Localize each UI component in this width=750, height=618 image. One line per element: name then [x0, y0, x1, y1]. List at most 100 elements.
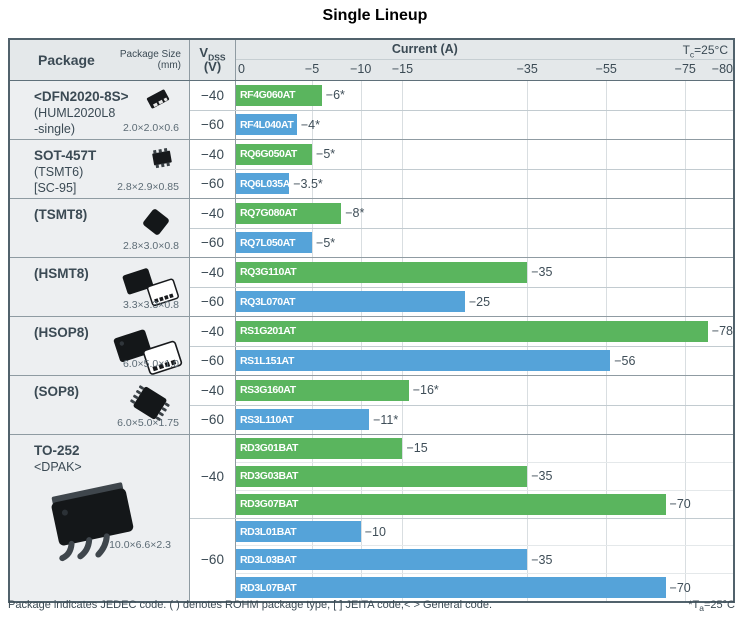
part-number-label: RD3L03BAT — [240, 553, 297, 566]
current-bar: RQ7G080AT — [236, 202, 342, 224]
package-row: (HSMT8) 3.3×3.3×0.8 −40 RQ3G110AT −35 −60 RQ3L… — [10, 257, 733, 316]
current-bar: RD3L03BAT — [236, 549, 528, 571]
vdss-group: −40 RF4G060AT −6* — [190, 81, 733, 110]
vdss-value: −60 — [190, 287, 236, 316]
axis-gridline — [527, 110, 529, 139]
package-size: 6.0×5.0×1.0 — [122, 358, 179, 370]
package-size: 3.3×3.3×0.8 — [122, 299, 179, 311]
axis-gridline — [402, 199, 404, 228]
current-bar: RS3L110AT — [236, 409, 370, 431]
package-name-line: (TSMT8) — [34, 207, 88, 222]
axis-gridline — [685, 140, 687, 169]
current-bar: RS1L151AT — [236, 350, 611, 372]
part-number-label: RD3G07BAT — [240, 498, 299, 511]
footer: Package indicates JEDEC code. ( ) denote… — [8, 599, 735, 614]
package-name-line: -single) — [34, 122, 75, 136]
part-number-label: RS1G201AT — [240, 325, 296, 338]
current-axis-title: Current (A) — [391, 42, 458, 56]
package-cell: (HSMT8) 3.3×3.3×0.8 — [10, 258, 190, 316]
table-header: Package Package Size (mm) VDSS (V) Curre… — [10, 40, 733, 81]
package-size: 10.0×6.6×2.3 — [109, 539, 171, 551]
axis-gridline — [527, 258, 529, 287]
vdss-value: −40 — [190, 199, 236, 228]
bars-area: RS1L151AT −56 — [236, 346, 733, 375]
package-cell: <DFN2020-8S> (HUML2020L8 -single) 2.0×2.0×… — [10, 81, 190, 139]
axis-tick: −55 — [595, 62, 617, 76]
bar-value-label: −15 — [406, 441, 428, 456]
part-number-label: RQ3G110AT — [240, 266, 297, 279]
bar-row: RF4L040AT −4* — [236, 111, 733, 140]
part-number-label: RQ6L035AT — [240, 177, 296, 190]
vdss-group: −60 RQ6L035AT −3.5* — [190, 168, 733, 198]
axis-gridline — [685, 199, 687, 228]
bars-area: RS1G201AT −78 — [236, 317, 733, 346]
bars-area: RQ3G110AT −35 — [236, 258, 733, 287]
axis-gridline — [312, 110, 314, 139]
axis-gridline — [685, 405, 687, 434]
axis-gridline — [606, 140, 608, 169]
package-header-label: Package — [38, 52, 95, 68]
lineup-table-body: <DFN2020-8S> (HUML2020L8 -single) 2.0×2.0×… — [10, 81, 733, 601]
part-number-label: RS3G160AT — [240, 384, 296, 397]
current-bar: RD3L07BAT — [236, 577, 666, 599]
current-bar: RQ7L050AT — [236, 232, 313, 254]
vdss-group: −60 RF4L040AT −4* — [190, 109, 733, 140]
bar-value-label: −4* — [300, 117, 320, 132]
axis-gridline — [606, 228, 608, 257]
bars-area: RS3G160AT −16* — [236, 376, 733, 405]
package-column-header: Package Package Size (mm) — [10, 40, 190, 80]
bar-row: RF4G060AT −6* — [236, 81, 733, 110]
vdss-value: −40 — [190, 81, 236, 110]
bar-value-label: −78 — [711, 324, 733, 339]
vdss-group: −40 RQ6G050AT −5* — [190, 140, 733, 169]
axis-gridline — [685, 376, 687, 405]
axis-gridline — [527, 376, 529, 405]
package-cell: TO-252 <DPAK> 10.0×6.6×2.3 — [10, 435, 190, 601]
axis-gridline — [606, 435, 608, 518]
vdss-value-text: −60 — [201, 294, 224, 310]
package-cell: SOT-457T (TSMT6) [SC-95] 2.8×2.9×0.85 — [10, 140, 190, 198]
axis-gridline — [606, 169, 608, 198]
bars-area: RS3L110AT −11* — [236, 405, 733, 435]
package-icon-hsmt8 — [115, 262, 183, 308]
axis-gridline — [527, 140, 529, 169]
ta-condition: *Ta=25°C — [688, 599, 735, 614]
axis-gridline — [685, 435, 687, 518]
voltage-groups: −40 RF4G060AT −6* −60 RF4L040AT −4* — [190, 81, 733, 139]
package-size: 2.0×2.0×0.6 — [122, 122, 179, 134]
package-size: 2.8×3.0×0.8 — [122, 240, 179, 252]
bars-area: RQ7G080AT −8* — [236, 199, 733, 228]
bar-row: RS3L110AT −11* — [236, 406, 733, 435]
voltage-groups: −40 RQ6G050AT −5* −60 RQ6L035AT −3.5* — [190, 140, 733, 198]
axis-gridline — [685, 346, 687, 375]
package-icon-sop8 — [121, 378, 179, 430]
axis-gridline — [402, 110, 404, 139]
axis-gridline — [606, 405, 608, 434]
bar-value-label: −3.5* — [293, 176, 323, 191]
axis-gridline — [312, 228, 314, 257]
axis-gridline — [685, 258, 687, 287]
axis-tick: 0 — [238, 62, 245, 76]
axis-gridline — [402, 81, 404, 110]
vdss-value-text: −60 — [201, 353, 224, 369]
bars-area: RF4L040AT −4* — [236, 110, 733, 140]
current-bar: RS1G201AT — [236, 320, 708, 342]
bar-row: RQ3G110AT −35 — [236, 258, 733, 287]
bar-value-label: −70 — [669, 497, 691, 512]
vdss-value: −40 — [190, 376, 236, 405]
bar-value-label: −5* — [316, 147, 336, 162]
package-icon-tsmt8 — [137, 205, 175, 239]
current-bar: RS3G160AT — [236, 379, 409, 401]
bar-row: RQ3L070AT −25 — [236, 288, 733, 317]
bars-area: RQ3L070AT −25 — [236, 287, 733, 317]
axis-gridline — [360, 199, 362, 228]
package-name-line: (HUML2020L8 — [34, 106, 116, 120]
package-size: 2.8×2.9×0.85 — [117, 181, 179, 193]
current-bar: RQ3G110AT — [236, 261, 528, 283]
bar-row: RD3G03BAT −35 — [236, 461, 733, 490]
part-number-label: RS1L151AT — [240, 354, 294, 367]
voltage-groups: −40 RS3G160AT −16* −60 RS3L110AT −11* — [190, 376, 733, 434]
part-number-label: RF4L040AT — [240, 118, 294, 131]
package-cell: (HSOP8) 6.0×5.0×1.0 — [10, 317, 190, 375]
bar-value-label: −35 — [531, 469, 553, 484]
